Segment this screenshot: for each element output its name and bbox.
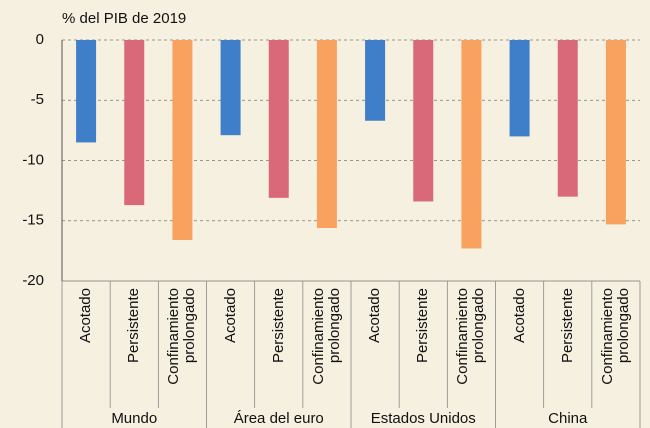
y-axis-label: % del PIB de 2019 [62, 10, 186, 27]
series-label: Confinamiento prolongado [598, 288, 632, 385]
y-tick-label: -10 [22, 151, 44, 168]
group-label: Estados Unidos [371, 410, 476, 427]
y-tick-label: -20 [22, 272, 44, 289]
series-label: Confinamiento prolongado [165, 288, 199, 385]
series-label: Confinamiento prolongado [454, 288, 488, 385]
bar [413, 40, 434, 202]
series-label: Persistente [269, 288, 287, 364]
group-label: Área del euro [234, 410, 324, 427]
bar [316, 40, 337, 228]
series-label: Persistente [558, 288, 576, 364]
series-label: Acotado [221, 288, 239, 344]
y-tick-label: -5 [31, 91, 44, 108]
y-tick-label: 0 [36, 31, 44, 48]
bar [76, 40, 97, 143]
bar [268, 40, 289, 198]
series-label: Acotado [510, 288, 528, 344]
y-tick-label: -15 [22, 212, 44, 229]
bar [365, 40, 386, 121]
bar [509, 40, 530, 137]
series-label: Acotado [366, 288, 384, 344]
group-label: Mundo [111, 410, 157, 427]
series-label: Persistente [414, 288, 432, 364]
bar [461, 40, 482, 249]
group-label: China [548, 410, 588, 427]
series-label: Confinamiento prolongado [309, 288, 343, 385]
series-label: Acotado [77, 288, 95, 344]
series-label: Persistente [125, 288, 143, 364]
bar [557, 40, 578, 197]
bar [124, 40, 145, 206]
bar [220, 40, 241, 136]
bar [172, 40, 193, 241]
bar [605, 40, 626, 225]
